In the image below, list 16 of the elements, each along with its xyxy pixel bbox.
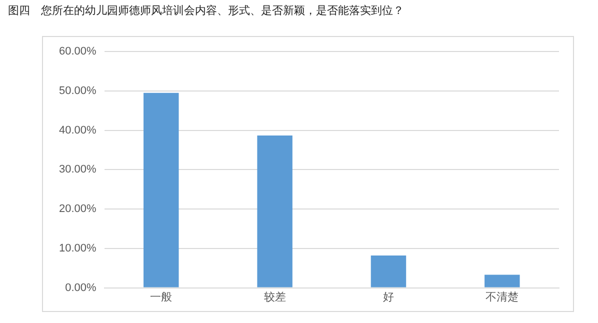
x-tick-label: 不清楚 xyxy=(486,290,519,304)
chart-title: 图四 您所在的幼儿园师德师风培训会内容、形式、是否新颖，是否能落实到位？ xyxy=(8,3,404,18)
y-tick-label: 20.00% xyxy=(58,203,97,216)
y-tick-label: 0.00% xyxy=(65,282,97,294)
bar xyxy=(370,256,406,288)
y-tick-label: 60.00% xyxy=(58,46,97,58)
y-tick-label: 40.00% xyxy=(58,124,97,136)
bar xyxy=(144,92,179,288)
bar xyxy=(484,274,520,288)
y-tick-label: 10.00% xyxy=(58,242,97,254)
x-tick-label: 较差 xyxy=(264,290,286,304)
bar xyxy=(257,135,292,288)
x-tick-label: 好 xyxy=(382,290,394,304)
y-tick-label: 30.00% xyxy=(58,164,97,176)
x-tick-label: 一般 xyxy=(150,290,172,304)
y-tick-label: 50.00% xyxy=(58,85,97,97)
